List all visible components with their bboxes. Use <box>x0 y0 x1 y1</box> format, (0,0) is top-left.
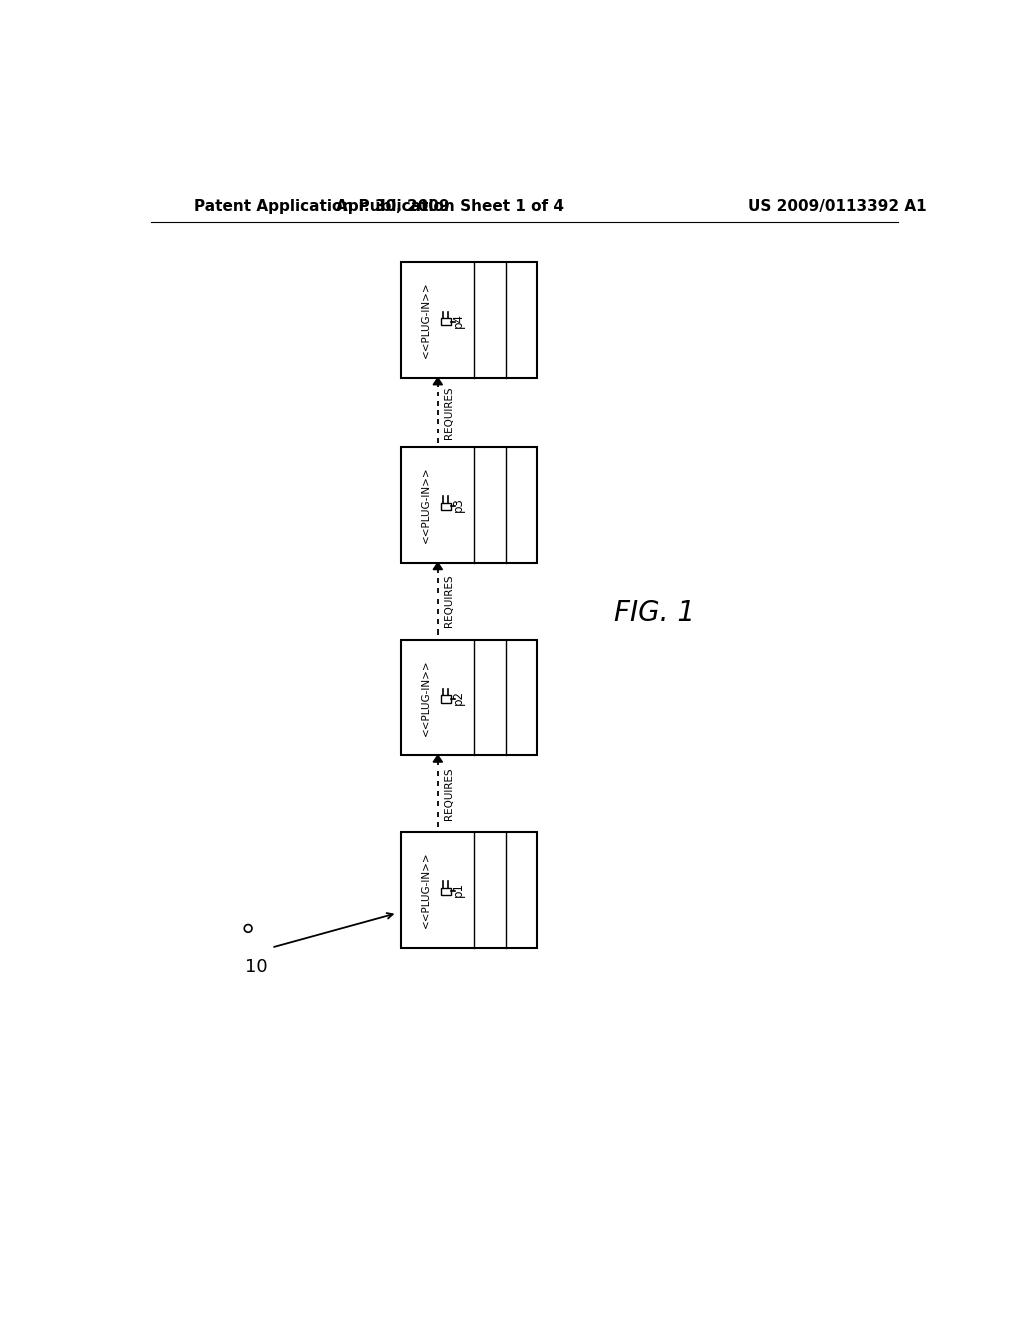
Text: <<PLUG-IN>>: <<PLUG-IN>> <box>421 659 431 735</box>
Text: <<PLUG-IN>>: <<PLUG-IN>> <box>421 466 431 544</box>
Text: <<PLUG-IN>>: <<PLUG-IN>> <box>421 281 431 359</box>
Text: Apr. 30, 2009  Sheet 1 of 4: Apr. 30, 2009 Sheet 1 of 4 <box>336 198 563 214</box>
Text: p4: p4 <box>452 313 465 327</box>
Text: US 2009/0113392 A1: US 2009/0113392 A1 <box>748 198 927 214</box>
Bar <box>440 318 451 326</box>
Bar <box>440 696 451 702</box>
Text: <<PLUG-IN>>: <<PLUG-IN>> <box>421 851 431 928</box>
Text: p2: p2 <box>452 690 465 705</box>
Bar <box>440 887 451 895</box>
Polygon shape <box>433 378 442 385</box>
Polygon shape <box>433 562 442 570</box>
Text: REQUIRES: REQUIRES <box>443 574 454 627</box>
Text: Patent Application Publication: Patent Application Publication <box>194 198 455 214</box>
Polygon shape <box>433 755 442 762</box>
Text: p3: p3 <box>452 498 465 512</box>
Bar <box>401 640 537 755</box>
Bar <box>401 263 537 378</box>
Bar <box>401 447 537 562</box>
Text: p1: p1 <box>452 882 465 898</box>
Bar <box>440 503 451 511</box>
Text: 10: 10 <box>245 958 267 975</box>
Text: FIG. 1: FIG. 1 <box>614 599 695 627</box>
Text: REQUIRES: REQUIRES <box>443 767 454 820</box>
Bar <box>401 832 537 948</box>
Text: REQUIRES: REQUIRES <box>443 387 454 438</box>
